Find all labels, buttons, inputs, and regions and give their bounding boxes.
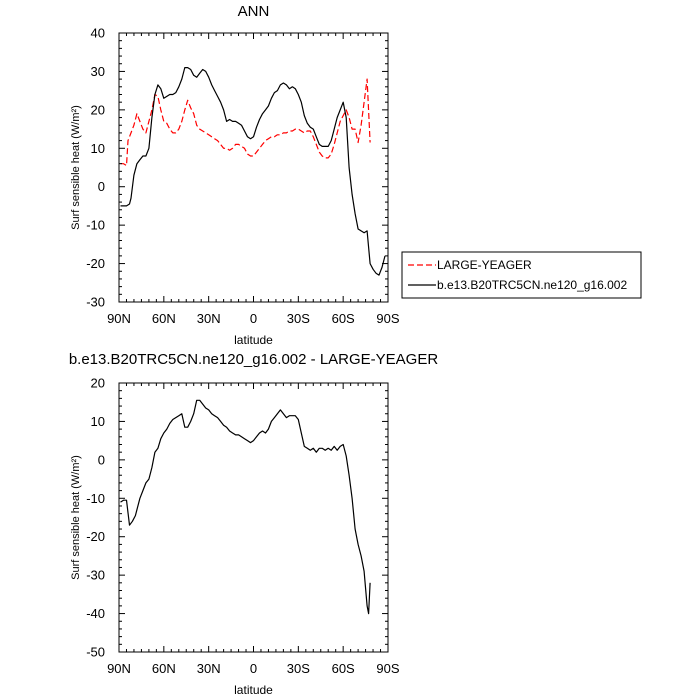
chart-title: b.e13.B20TRC5CN.ne120_g16.002 - LARGE-YE… <box>69 351 439 368</box>
y-tick-label: -30 <box>86 568 105 583</box>
y-axis-label: Surf sensible heat (W/m²) <box>70 105 82 230</box>
y-tick-label: 10 <box>91 414 105 429</box>
plot-frame <box>118 32 389 303</box>
x-tick-label: 90N <box>107 661 131 676</box>
legend-label: b.e13.B20TRC5CN.ne120_g16.002 <box>437 278 627 292</box>
series-line-b-e13-b20trc5cn-ne120-g16-002 <box>120 67 386 276</box>
x-tick-label: 30S <box>287 661 310 676</box>
y-tick-label: -40 <box>86 606 105 621</box>
y-tick-label: -30 <box>86 295 105 310</box>
y-tick-label: -20 <box>86 529 105 544</box>
y-tick-label: 30 <box>91 64 105 79</box>
y-tick-label: 20 <box>91 376 105 391</box>
series-line-difference <box>120 399 371 615</box>
chart-panel-bottom: b.e13.B20TRC5CN.ne120_g16.002 - LARGE-YE… <box>69 351 439 697</box>
x-tick-label: 60N <box>152 311 176 326</box>
x-tick-label: 30N <box>197 661 221 676</box>
legend-box <box>401 251 642 299</box>
y-tick-label: -10 <box>86 491 105 506</box>
y-tick-label: 0 <box>98 452 105 467</box>
y-tick-label: 0 <box>98 179 105 194</box>
x-tick-label: 30N <box>197 311 221 326</box>
x-axis-label: latitude <box>234 333 273 347</box>
x-tick-label: 90S <box>376 311 399 326</box>
x-tick-label: 30S <box>287 311 310 326</box>
x-tick-label: 90S <box>376 661 399 676</box>
x-axis-label: latitude <box>234 683 273 697</box>
chart-panel-top: ANN 90N 60N 30N 0 30S 60S 90S -30 -20 -10 0 10 20 30 40… <box>70 3 642 347</box>
y-tick-label: 10 <box>91 141 105 156</box>
y-tick-label: -20 <box>86 256 105 271</box>
y-tick-label: 40 <box>91 26 105 41</box>
x-tick-label: 0 <box>250 311 257 326</box>
x-tick-label: 60S <box>332 661 355 676</box>
x-tick-label: 60S <box>332 311 355 326</box>
y-tick-label: -10 <box>86 218 105 233</box>
legend: LARGE-YEAGER b.e13.B20TRC5CN.ne120_g16.00… <box>401 251 642 299</box>
y-axis-label: Surf sensible heat (W/m²) <box>70 455 82 580</box>
y-tick-label: -50 <box>86 645 105 660</box>
legend-label: LARGE-YEAGER <box>437 258 532 272</box>
x-tick-label: 60N <box>152 661 176 676</box>
x-tick-label: 90N <box>107 311 131 326</box>
y-tick-label: 20 <box>91 102 105 117</box>
x-tick-label: 0 <box>250 661 257 676</box>
series-line-large-yeager <box>120 78 371 167</box>
plot-frame <box>118 382 389 653</box>
chart-title: ANN <box>238 3 270 20</box>
